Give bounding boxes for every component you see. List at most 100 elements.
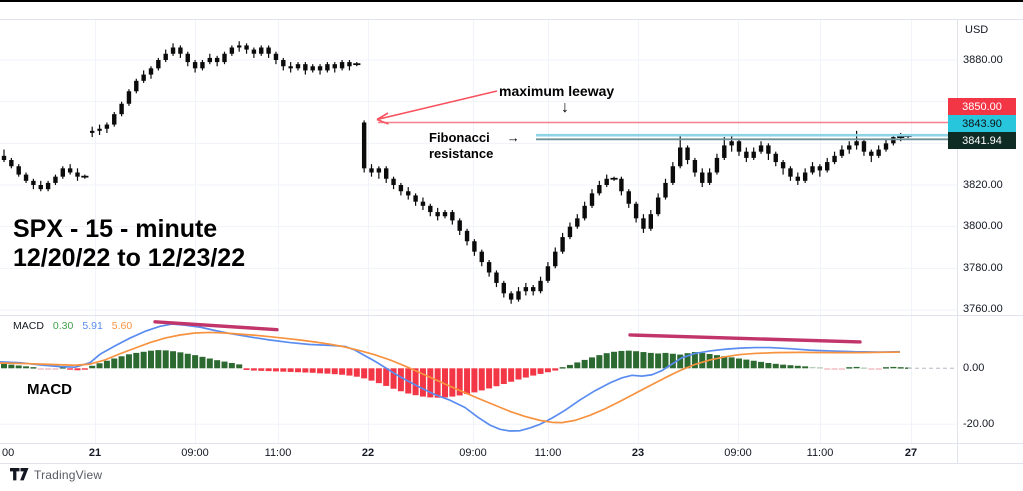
time-tick-label: 22 [361,447,375,459]
macd-histogram-bar [265,368,272,372]
candle-body [891,137,896,144]
candle-body [861,141,867,152]
macd-histogram-bar [824,368,831,370]
macd-histogram-bar [809,366,816,369]
window-top-edge [0,0,1023,2]
candle-body [839,149,845,156]
candle-body [722,145,727,158]
macd-histogram-bar [236,364,243,369]
macd-histogram-bar [868,368,875,370]
candle-body [714,157,720,173]
macd-histogram-bar [890,366,897,369]
macd-pane[interactable] [0,315,957,443]
candle-body [472,241,477,252]
macd-header-value: 0.30 [52,320,74,332]
currency-label: USD [965,24,989,36]
macd-histogram-bar [353,368,360,377]
macd-histogram-bar [883,367,889,369]
candle-body [641,218,646,229]
macd-histogram-bar [331,368,338,375]
candle-body [126,91,132,104]
max-leeway-arrow-shaft [376,90,498,121]
time-tick-label: 09:00 [459,447,487,459]
macd-histogram-bar [177,352,184,369]
macd-histogram-bar [625,350,632,369]
macd-histogram-bar [449,368,456,397]
candle-body [854,141,859,146]
macd-trendline[interactable] [628,333,862,344]
macd-histogram-bar [103,360,110,369]
candle-body [788,168,793,177]
macd-histogram-bar [434,368,441,398]
candle-body [45,182,51,190]
macd-histogram-bar [758,361,765,369]
candle-body [700,172,705,183]
macd-indicator-label: MACD [13,320,44,332]
candle-body [420,201,426,206]
tradingview-attribution[interactable]: TradingView [10,467,102,482]
macd-histogram-bar [787,365,794,369]
macd-histogram-bar [302,368,309,373]
candle-body [751,151,756,158]
macd-header-value: 5.60 [111,320,133,332]
candle-body [23,174,29,181]
macd-histogram-bar [361,368,368,379]
candle-body [134,80,139,92]
macd-histogram-bar [633,351,640,369]
macd-histogram-bar [162,350,169,369]
signal-line [0,331,901,424]
candle-body [567,226,573,238]
macd-indicator-header[interactable]: MACD 0.30 5.91 5.60 [13,320,132,332]
macd-histogram-bar [537,368,544,374]
macd-histogram-bar [192,355,199,369]
candle-body [391,178,396,185]
macd-histogram-bar [838,368,845,370]
macd-histogram-bar [530,368,537,376]
candle-body [244,45,249,50]
macd-histogram-bar [368,368,375,381]
candle-body [545,266,551,281]
candle-body [450,212,455,221]
candle-body [744,151,749,158]
macd-trendline[interactable] [153,320,279,332]
candle-body [156,60,161,69]
candle-body [670,166,676,183]
macd-histogram-bar [765,362,772,369]
candle-body [178,47,183,54]
candle-body [16,166,21,175]
candle-body [707,172,712,183]
candle-body [678,147,683,167]
macd-histogram-bar [860,367,867,369]
macd-histogram-bar [375,368,382,384]
candle-body [361,122,367,169]
macd-histogram-bar [221,361,228,369]
macd-histogram-bar [280,368,287,372]
time-tick-label: 11:00 [806,447,834,459]
macd-histogram-bar [464,368,471,395]
candle-body [810,166,815,173]
macd-histogram-bar [243,368,250,370]
macd-histogram-bar [677,354,684,369]
candle-body [531,287,536,292]
candle-body [597,185,602,194]
candle-body [589,193,595,206]
candle-body [479,251,484,263]
chart-title-line1: SPX - 15 - minute [13,215,218,243]
candle-body [413,195,418,202]
chart-title-line2: 12/20/22 to 12/23/22 [13,244,246,272]
candle-body [200,62,205,69]
candle-body [825,162,830,171]
macd-histogram-bar [750,360,757,369]
candle-body [97,128,102,131]
candle-body [663,182,668,198]
candle-body [802,172,808,181]
candle-body [464,230,470,242]
down-arrow-annotation: ↓ [561,99,569,116]
candle-body [795,176,800,181]
candle-body [406,191,411,196]
macd-histogram-bar [118,356,125,369]
candle-body [281,60,286,67]
candle-body [266,47,271,54]
candle-body [163,53,168,61]
